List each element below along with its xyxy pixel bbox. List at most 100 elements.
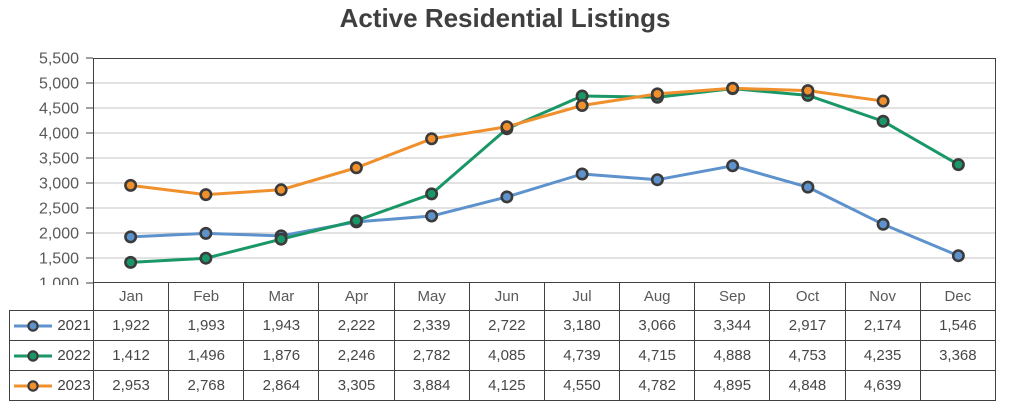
value-cell: 1,943	[243, 310, 320, 341]
value-cell: 4,895	[694, 370, 771, 401]
value-cell: 3,344	[694, 310, 771, 341]
value-cell: 2,782	[393, 340, 470, 371]
series-2021-marker	[500, 190, 514, 204]
legend-year-label: 2022	[57, 347, 91, 364]
y-axis-label: 3,000	[39, 176, 79, 193]
value-cell: 1,922	[92, 310, 170, 341]
y-axis-label: 4,000	[39, 126, 79, 143]
data-table-header: Jan Feb Mar Apr May Jun Jul Aug Sep Oct Nov Dec	[10, 283, 997, 311]
series-2023-marker	[801, 84, 815, 98]
table-row-2022: 2022 1,412 1,496 1,876 2,246 2,782 4,085 4,739 4…	[9, 340, 997, 371]
y-axis-label: 5,500	[39, 51, 79, 68]
month-header: Oct	[769, 283, 846, 311]
value-cell: 3,368	[919, 340, 997, 371]
data-table: Jan Feb Mar Apr May Jun Jul Aug Sep Oct Nov Dec 202…	[9, 283, 997, 401]
value-cell: 4,235	[844, 340, 921, 371]
y-axis-label: 4,500	[39, 101, 79, 118]
series-2023-marker	[500, 120, 514, 134]
series-2022-marker	[349, 214, 363, 228]
value-cell: 1,496	[168, 340, 245, 371]
value-cell: 2,246	[318, 340, 395, 371]
legend-key-icon	[14, 379, 53, 392]
value-cell: 4,848	[769, 370, 846, 401]
series-2021-marker	[801, 180, 815, 194]
series-2023-marker	[274, 183, 288, 197]
value-cell: 2,174	[844, 310, 921, 341]
value-cell: 1,876	[243, 340, 320, 371]
series-2023-marker	[199, 188, 213, 202]
value-cell: 2,722	[468, 310, 545, 341]
series-2021-marker	[876, 217, 890, 231]
series-2023-marker	[650, 87, 664, 101]
legend-cell-2023: 2023	[9, 370, 94, 401]
series-2023-line	[129, 86, 885, 197]
series-2021-marker	[199, 226, 213, 240]
line-chart-plot: 1,000 1,500 2,000 2,500 3,000 3,500 4,000 4,500…	[39, 51, 996, 285]
legend-year-label: 2023	[57, 377, 91, 394]
y-axis-label: 1,500	[39, 251, 79, 268]
value-cell: 4,125	[468, 370, 545, 401]
series-2022-marker	[951, 158, 965, 172]
legend-cell-2021: 2021	[9, 310, 94, 341]
month-header: Sep	[694, 283, 771, 311]
chart-title: Active Residential Listings	[339, 3, 671, 33]
month-header: Apr	[318, 283, 395, 311]
value-cell: 2,768	[168, 370, 245, 401]
value-cell: 4,888	[694, 340, 771, 371]
value-cell: 3,066	[619, 310, 696, 341]
series-2021-line	[129, 164, 960, 258]
value-cell: 4,715	[619, 340, 696, 371]
month-header: Jun	[468, 283, 545, 311]
table-corner-gap	[10, 283, 94, 311]
value-cell: 2,917	[769, 310, 846, 341]
series-2023-marker	[425, 132, 439, 146]
series-2023-marker	[349, 161, 363, 175]
value-cell: 1,412	[92, 340, 170, 371]
series-2021-marker	[124, 230, 138, 244]
y-axis-label: 5,000	[39, 76, 79, 93]
series-2022-line	[129, 87, 960, 264]
series-2022-marker	[124, 255, 138, 269]
value-cell: 3,180	[543, 310, 621, 341]
value-cell: 4,739	[543, 340, 621, 371]
value-cell: 1,546	[919, 310, 997, 341]
month-header: Jan	[92, 283, 170, 311]
plot-frame	[93, 58, 996, 283]
legend-key-icon	[14, 349, 53, 362]
series-2022-marker	[876, 114, 890, 128]
series-2021-marker	[951, 249, 965, 263]
series-2021-marker	[650, 173, 664, 187]
value-cell: 2,953	[92, 370, 170, 401]
value-cell: 2,864	[243, 370, 320, 401]
month-header: Aug	[619, 283, 696, 311]
series-2023-marker	[575, 99, 589, 113]
legend-key-icon	[14, 319, 53, 332]
series-2023-marker	[726, 81, 740, 95]
series-2023-marker	[876, 94, 890, 108]
value-cell: 4,550	[543, 370, 621, 401]
value-cell: 3,884	[393, 370, 470, 401]
y-axis-label: 2,500	[39, 201, 79, 218]
series-2021-marker	[425, 209, 439, 223]
value-cell: 2,339	[393, 310, 470, 341]
value-cell: 2,222	[318, 310, 395, 341]
month-header: Feb	[168, 283, 245, 311]
legend-cell-2022: 2022	[9, 340, 94, 371]
series-2022-marker	[274, 232, 288, 246]
series-2022-marker	[199, 251, 213, 265]
y-axis-label: 2,000	[39, 226, 79, 243]
month-header: Dec	[919, 283, 997, 311]
value-cell: 3,305	[318, 370, 395, 401]
value-cell: 4,639	[844, 370, 921, 401]
table-row-2023: 2023 2,953 2,768 2,864 3,305 3,884 4,125 4,550 4…	[9, 370, 997, 401]
value-cell: 1,993	[168, 310, 245, 341]
value-cell: 4,782	[619, 370, 696, 401]
month-header: Jul	[543, 283, 621, 311]
month-header: Nov	[844, 283, 921, 311]
series-2021-marker	[726, 159, 740, 173]
value-cell: 4,753	[769, 340, 846, 371]
y-axis-label: 1,000	[39, 276, 79, 285]
series-2022-marker	[425, 187, 439, 201]
series-2023-marker	[124, 178, 138, 192]
